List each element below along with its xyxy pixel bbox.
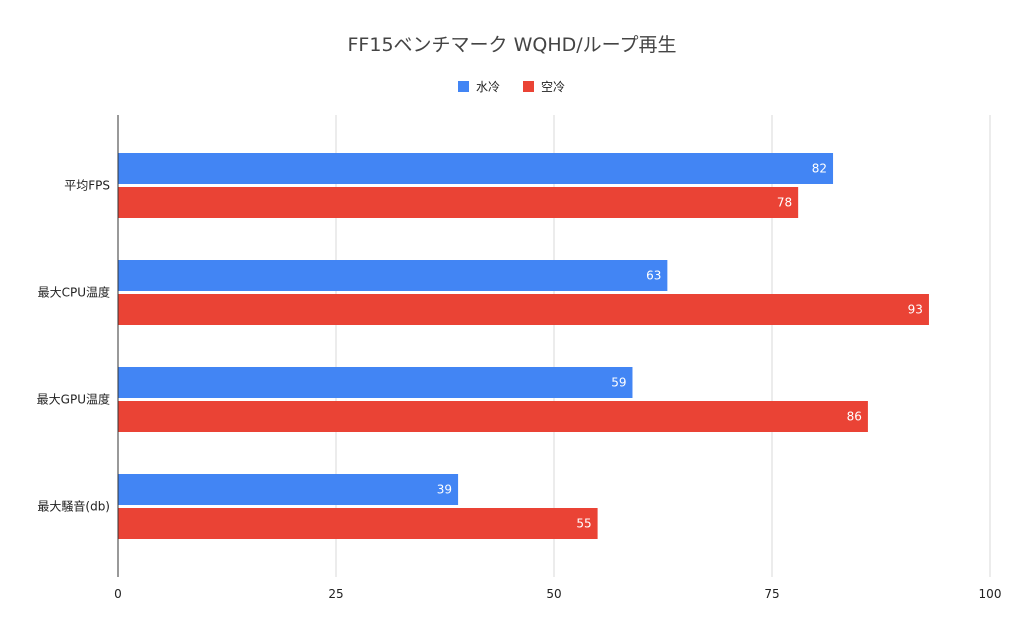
legend-swatch-series-1 (458, 81, 469, 92)
category-label: 最大騒音(db) (37, 499, 110, 514)
bar-value-label: 93 (908, 303, 923, 317)
legend: 水冷 空冷 (458, 80, 565, 94)
bar-series-2 (118, 294, 929, 325)
x-tick-label: 75 (764, 587, 779, 601)
value-axis-tick-labels: 0 25 50 75 100 (114, 587, 1001, 601)
x-tick-label: 100 (979, 587, 1002, 601)
category-label: 最大GPU温度 (37, 392, 110, 407)
gridlines (335, 115, 991, 577)
legend-swatch-series-2 (523, 81, 534, 92)
x-tick-label: 50 (546, 587, 561, 601)
bar-value-label: 63 (646, 269, 661, 283)
bars (118, 153, 929, 539)
category-label: 平均FPS (64, 179, 110, 193)
x-tick-label: 25 (328, 587, 343, 601)
legend-label-series-1: 水冷 (476, 80, 500, 94)
bar-series-2 (118, 508, 598, 539)
bar-series-1 (118, 153, 834, 184)
bar-value-label: 78 (777, 196, 792, 210)
bar-value-label: 86 (847, 410, 862, 424)
bar-series-2 (118, 401, 868, 432)
x-tick-label: 0 (114, 587, 122, 601)
bar-value-label: 39 (437, 483, 452, 497)
chart-title: FF15ベンチマーク WQHD/ループ再生 (348, 34, 677, 56)
bar-series-2 (118, 187, 799, 218)
category-label: 最大CPU温度 (38, 285, 110, 300)
bar-series-1 (118, 474, 459, 505)
bar-series-1 (118, 260, 668, 291)
bar-value-label: 55 (576, 517, 591, 531)
bar-value-label: 82 (812, 162, 827, 176)
bar-value-label: 59 (611, 376, 626, 390)
legend-label-series-2: 空冷 (541, 80, 565, 94)
data-labels: 82 78 63 93 59 86 39 55 (437, 162, 923, 531)
bar-series-1 (118, 367, 633, 398)
